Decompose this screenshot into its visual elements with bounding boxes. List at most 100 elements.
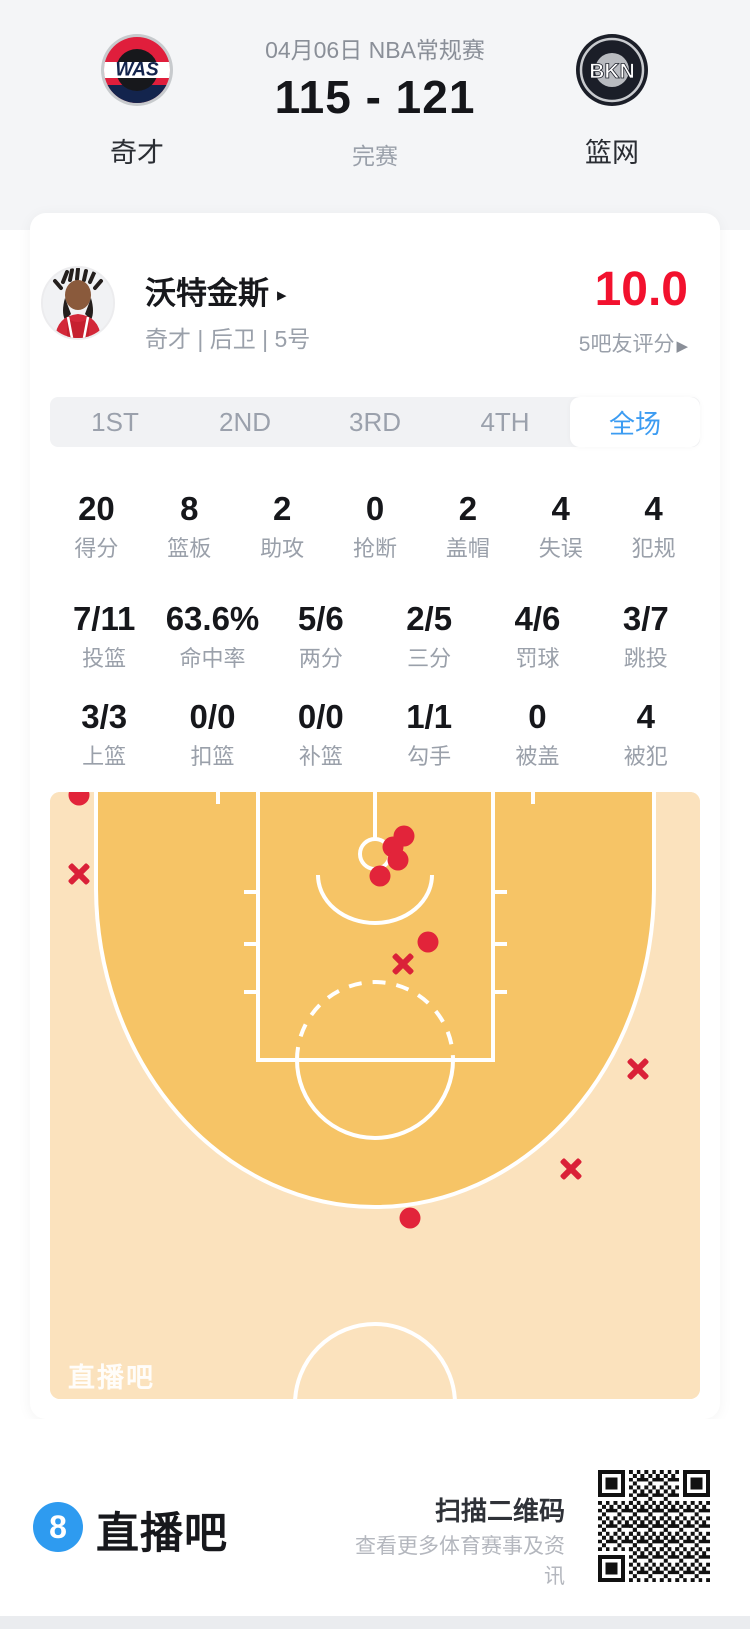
stat-label: 被盖: [515, 744, 560, 769]
stat-label: 失误: [538, 536, 583, 561]
stat-value: 7/11: [72, 600, 136, 637]
made-shot-dot: [387, 849, 409, 871]
made-shot-dot: [417, 931, 439, 953]
stat-value: 0/0: [297, 698, 344, 735]
stat-label: 扣篮: [190, 744, 235, 769]
scoreboard-header: 04月06日 NBA常规赛 115 - 121 完赛 WAS 奇才: [0, 0, 750, 230]
player-rating: 10.0: [594, 263, 688, 316]
stat-label: 上篮: [82, 744, 127, 769]
qr-code: [598, 1470, 710, 1582]
stat-label: 投篮: [82, 646, 127, 671]
stat-cell: 2 盖帽: [421, 490, 514, 564]
shot-chart: 直播吧: [50, 792, 700, 1399]
tab-1st[interactable]: 1ST: [91, 406, 139, 437]
stat-label: 勾手: [407, 744, 452, 769]
stat-label: 三分: [407, 646, 452, 671]
stat-label: 盖帽: [445, 536, 490, 561]
rating-arrow-icon: ▶: [676, 338, 688, 355]
stat-cell: 4 被犯: [592, 698, 700, 772]
shot-marks-layer: [50, 792, 700, 1399]
stat-cell: 20 得分: [50, 490, 143, 564]
stat-label: 命中率: [179, 646, 246, 671]
stat-value: 2: [272, 490, 292, 527]
stat-cell: 1/1 勾手: [375, 698, 483, 772]
tab-3rd[interactable]: 3RD: [348, 406, 401, 437]
made-shot-dot: [369, 865, 391, 887]
stat-cell: 5/6 两分: [267, 600, 375, 674]
stat-value: 5/6: [297, 600, 344, 637]
stat-label: 两分: [298, 646, 343, 671]
stat-cell: 4/6 罚球: [483, 600, 591, 674]
stat-label: 犯规: [631, 536, 676, 561]
stat-cell: 7/11 投篮: [50, 600, 158, 674]
rating-label[interactable]: 5吧友评分 ▶: [579, 328, 688, 358]
player-name[interactable]: 沃特金斯 ▸: [145, 268, 287, 313]
tab-4th[interactable]: 4TH: [480, 406, 530, 437]
stat-cell: 8 篮板: [143, 490, 236, 564]
court-svg: [50, 792, 700, 1399]
zhibo8-logo-icon: 8: [33, 1502, 83, 1552]
stats-row-shooting: 7/11 投篮 63.6% 命中率 5/6 两分 2/5 三分 4/6 罚球 3/7 跳投: [50, 600, 700, 674]
missed-shot-x-icon: [390, 951, 416, 977]
stat-label: 篮板: [167, 536, 212, 561]
stat-value: 0: [528, 698, 547, 735]
stat-label: 得分: [74, 536, 119, 561]
stat-value: 4: [551, 490, 570, 527]
player-stats-card: 沃特金斯 ▸ 奇才 | 后卫 | 5号 10.0 5吧友评分 ▶ 1ST 2ND 3…: [30, 213, 720, 1419]
stat-cell: 0 抢断: [329, 490, 422, 564]
stat-value: 1/1: [406, 698, 453, 735]
stat-value: 3/7: [622, 600, 669, 637]
stat-label: 助攻: [260, 536, 305, 561]
home-team-name: 奇才: [110, 138, 164, 168]
tab-2nd[interactable]: 2ND: [218, 406, 271, 437]
stat-label: 被犯: [623, 744, 668, 769]
made-shot-dot: [399, 1207, 421, 1229]
stat-cell: 0/0 补篮: [267, 698, 375, 772]
stat-value: 2/5: [406, 600, 453, 637]
rating-label-text: 5吧友评分: [578, 333, 675, 356]
stat-cell: 3/7 跳投: [592, 600, 700, 674]
scan-title: 扫描二维码: [434, 1496, 565, 1526]
nets-logo-icon[interactable]: BKN: [575, 33, 649, 107]
missed-shot-x-icon: [66, 861, 92, 887]
svg-text:WAS: WAS: [115, 60, 159, 81]
stat-cell: 63.6% 命中率: [158, 600, 266, 674]
missed-shot-x-icon: [625, 1056, 651, 1082]
stat-label: 抢断: [353, 536, 398, 561]
stat-value: 63.6%: [165, 600, 260, 637]
player-info: 奇才 | 后卫 | 5号: [145, 326, 311, 352]
stat-label: 跳投: [623, 646, 668, 671]
bottom-bar: [0, 1616, 750, 1629]
scan-subtitle: 查看更多体育赛事及资讯: [355, 1535, 565, 1588]
stat-cell: 3/3 上篮: [50, 698, 158, 772]
stat-label: 补篮: [298, 744, 343, 769]
player-avatar[interactable]: [41, 266, 115, 340]
match-score: 115 - 121: [274, 71, 476, 123]
stat-cell: 4 犯规: [607, 490, 700, 564]
stat-value: 8: [180, 490, 199, 527]
stat-value: 3/3: [81, 698, 128, 735]
stats-row-detail: 3/3 上篮 0/0 扣篮 0/0 补篮 1/1 勾手 0 被盖 4 被犯: [50, 698, 700, 772]
stat-label: 罚球: [515, 646, 560, 671]
chevron-right-icon: ▸: [277, 285, 287, 306]
stat-cell: 2/5 三分: [375, 600, 483, 674]
stats-row-basic: 20 得分 8 篮板 2 助攻 0 抢断 2 盖帽 4 失误 4 犯规: [50, 490, 700, 564]
stat-value: 0/0: [189, 698, 236, 735]
away-team-name: 篮网: [585, 138, 639, 168]
stat-value: 0: [365, 490, 385, 527]
court-watermark: 直播吧: [68, 1363, 155, 1393]
stat-cell: 2 助攻: [236, 490, 329, 564]
scan-block: 扫描二维码 查看更多体育赛事及资讯: [335, 1494, 565, 1592]
made-shot-dot: [68, 792, 90, 806]
stat-value: 4: [636, 698, 655, 735]
quarter-tab-bar: 1ST 2ND 3RD 4TH 全场: [50, 397, 700, 447]
match-status: 完赛: [352, 143, 398, 169]
stat-cell: 4 失误: [514, 490, 607, 564]
wizards-logo-icon[interactable]: WAS: [100, 33, 174, 107]
stat-value: 2: [458, 490, 478, 527]
stat-value: 4: [644, 490, 663, 527]
tab-full-game[interactable]: 全场: [570, 397, 700, 447]
avatar-figure: [53, 268, 103, 338]
footer-brand: 直播吧: [96, 1510, 228, 1558]
